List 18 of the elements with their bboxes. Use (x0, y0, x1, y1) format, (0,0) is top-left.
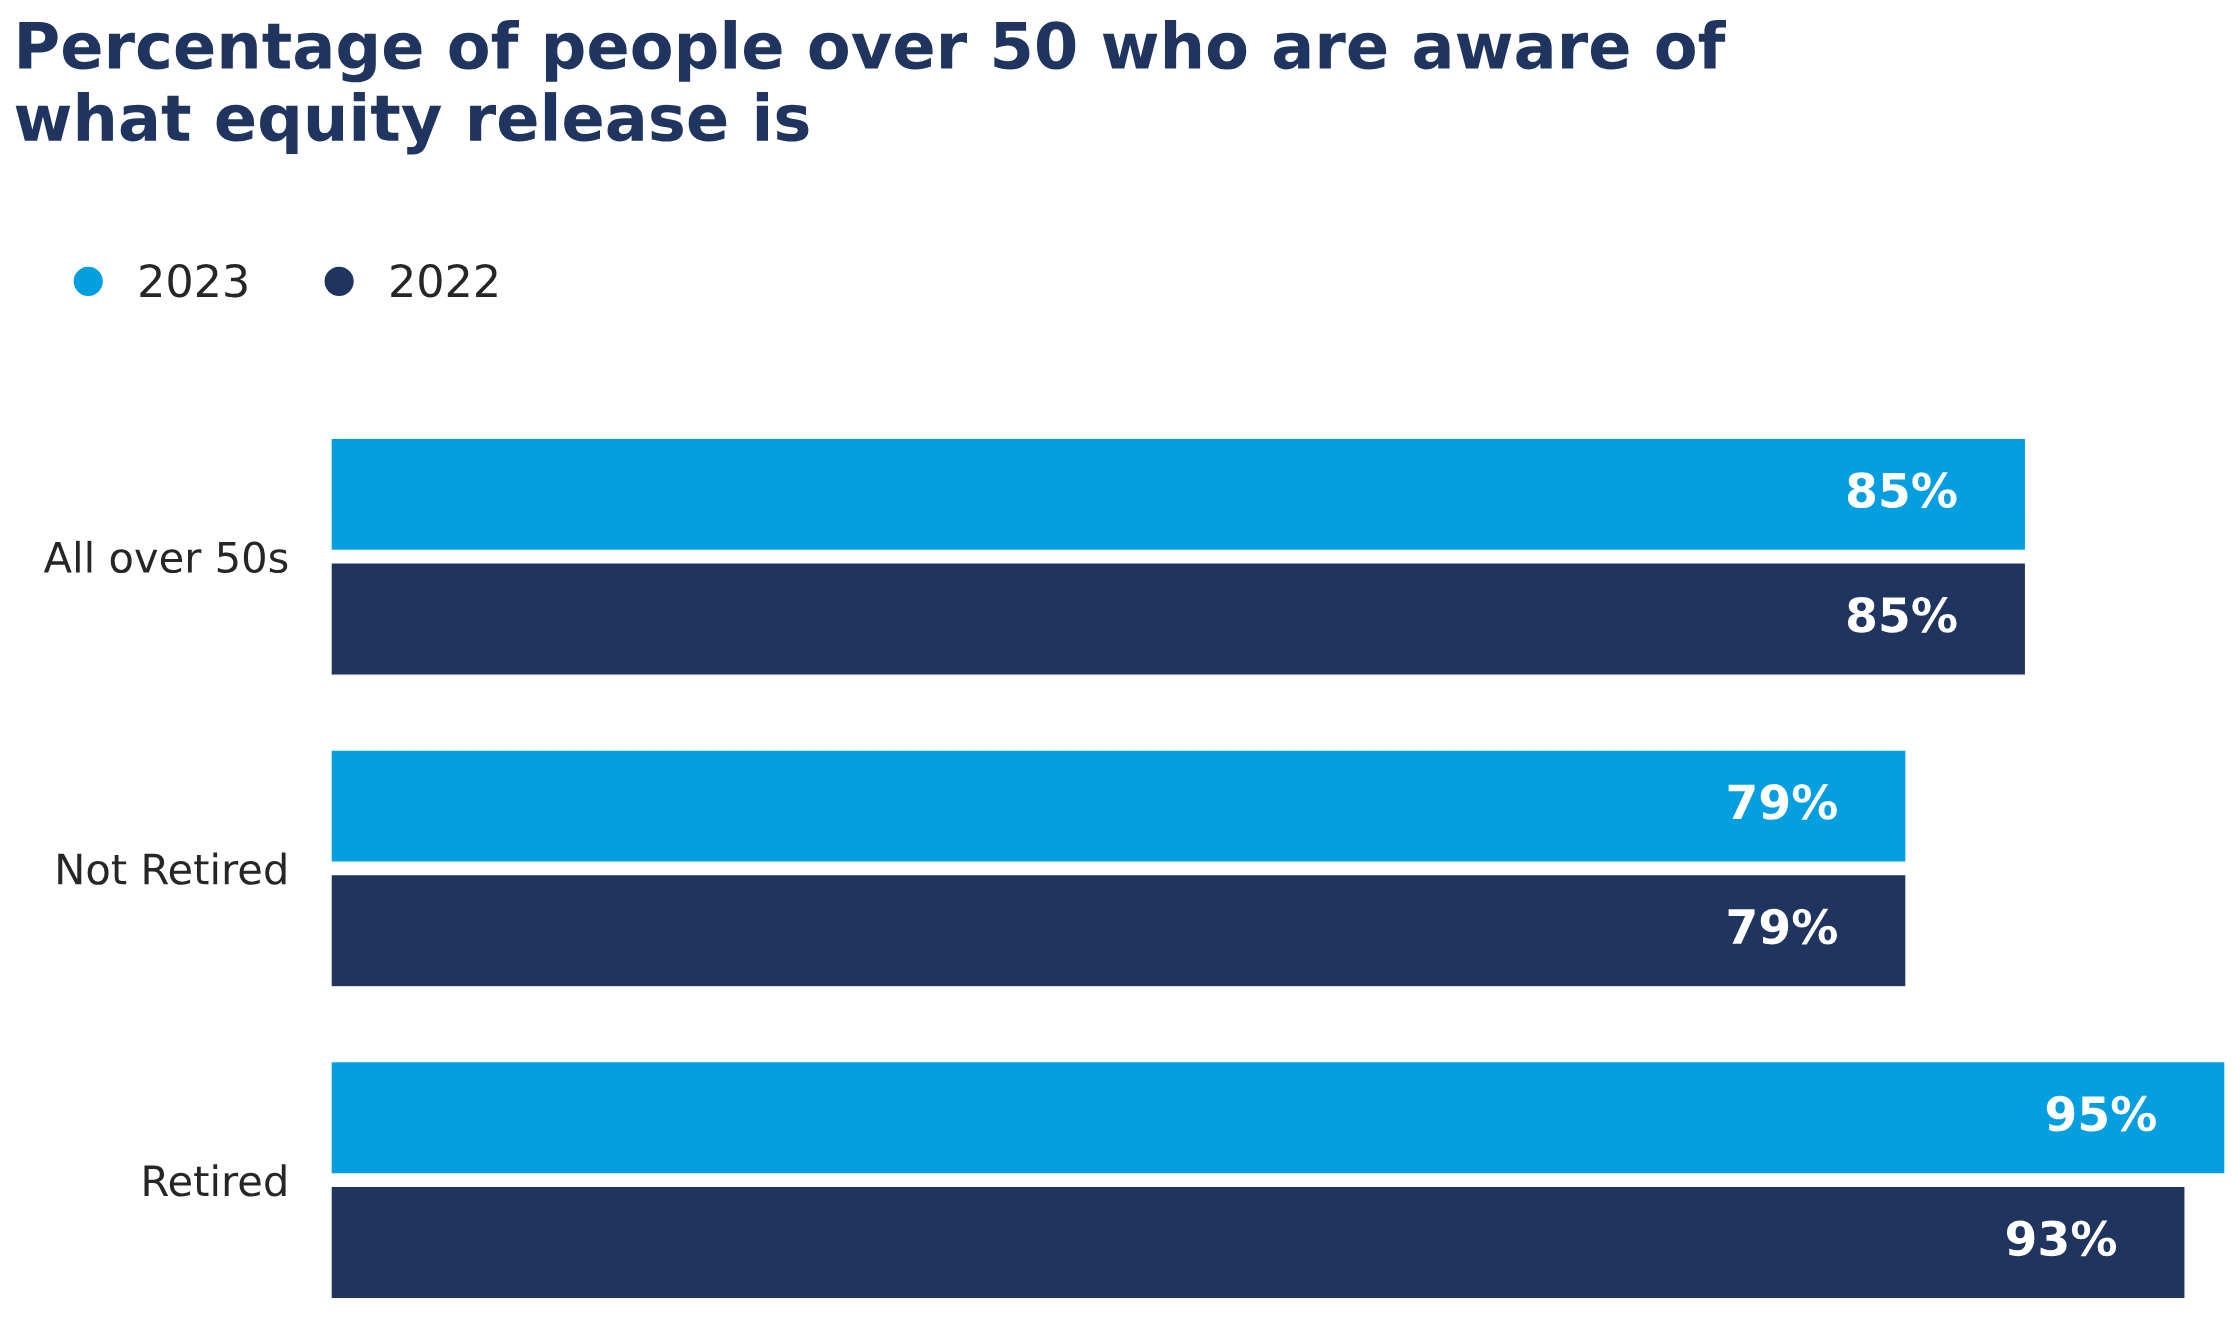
data-label: 95% (2046, 1095, 2156, 1132)
bar (331, 1185, 2186, 1300)
data-label: 93% (2007, 1220, 2117, 1257)
legend-label: 2023 (140, 263, 247, 298)
data-label: 85% (1847, 472, 1957, 509)
data-label: 79% (1728, 784, 1837, 820)
y-tick-label: All over 50s (43, 540, 288, 574)
bar (331, 873, 1907, 988)
bar (331, 437, 2027, 552)
chart-title: Percentage of people over 50 who are aware of what equity release is (15, 20, 1726, 155)
bar (331, 562, 2027, 676)
y-tick-label: Retired (144, 1164, 286, 1197)
bar (331, 749, 1907, 863)
bar (331, 1060, 2225, 1175)
y-tick-label: Not Retired (58, 852, 286, 885)
legend-label: 2022 (391, 263, 497, 298)
data-label: 79% (1728, 908, 1837, 945)
data-label: 85% (1847, 597, 1957, 633)
